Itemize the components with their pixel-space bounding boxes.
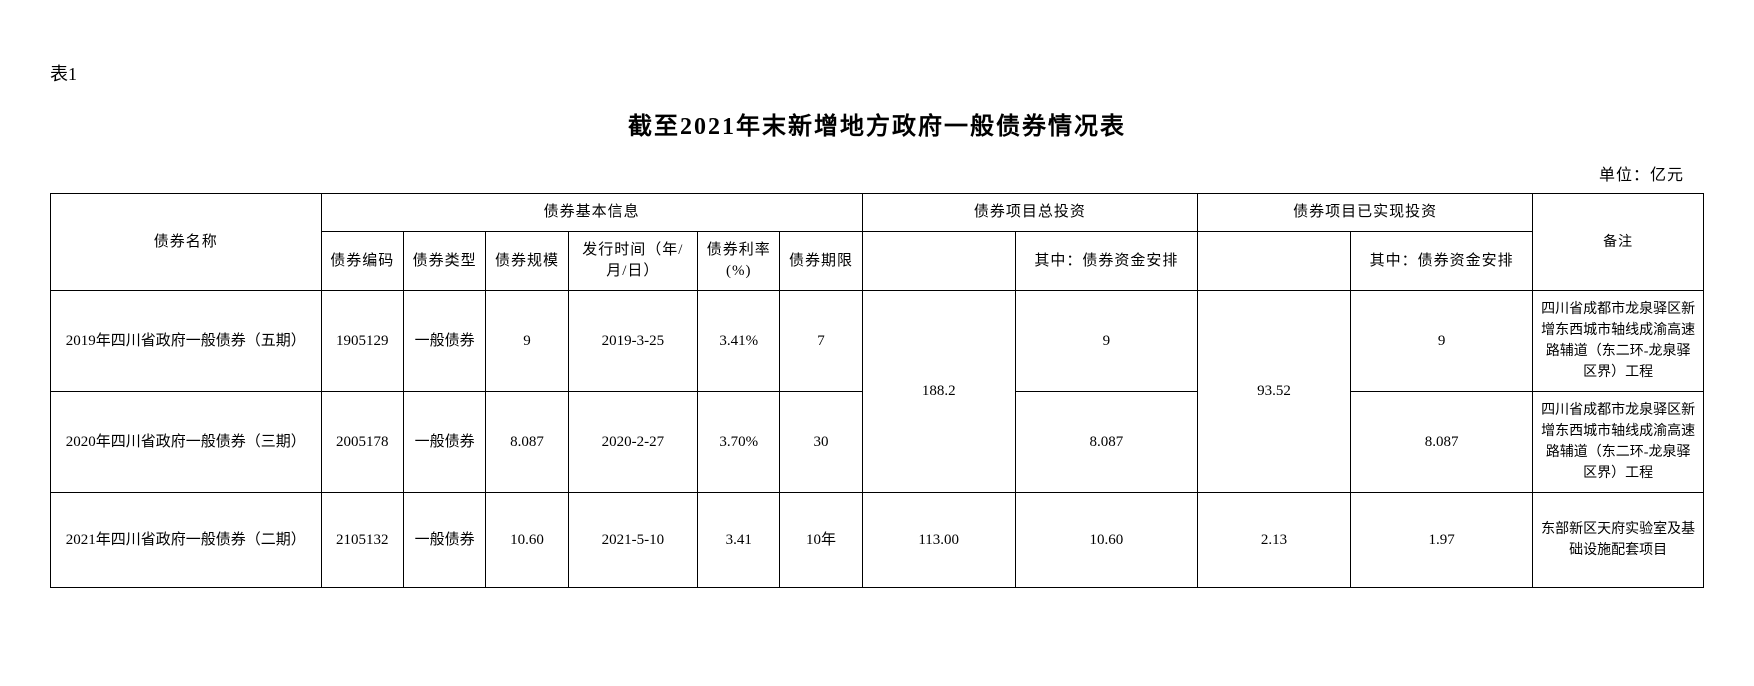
cell-issue-date: 2019-3-25 bbox=[568, 291, 697, 392]
cell-bond-scale: 10.60 bbox=[486, 493, 568, 588]
cell-term: 30 bbox=[780, 392, 862, 493]
cell-rate: 3.41% bbox=[698, 291, 780, 392]
cell-bond-type: 一般债券 bbox=[403, 493, 485, 588]
cell-rate: 3.41 bbox=[698, 493, 780, 588]
table-row: 2021年四川省政府一般债券（二期） 2105132 一般债券 10.60 20… bbox=[51, 493, 1704, 588]
page-title: 截至2021年末新增地方政府一般债券情况表 bbox=[50, 106, 1704, 141]
cell-bond-code: 2105132 bbox=[321, 493, 403, 588]
col-notes: 备注 bbox=[1533, 194, 1704, 291]
cell-bond-code: 2005178 bbox=[321, 392, 403, 493]
col-total-invest: 债券项目总投资 bbox=[862, 194, 1197, 232]
cell-issue-date: 2021-5-10 bbox=[568, 493, 697, 588]
cell-total-invest: 113.00 bbox=[862, 493, 1015, 588]
cell-bond-scale: 8.087 bbox=[486, 392, 568, 493]
col-basic-info: 债券基本信息 bbox=[321, 194, 862, 232]
cell-bond-name: 2021年四川省政府一般债券（二期） bbox=[51, 493, 322, 588]
col-realized-fund: 其中：债券资金安排 bbox=[1350, 232, 1532, 291]
table-row: 2019年四川省政府一般债券（五期） 1905129 一般债券 9 2019-3… bbox=[51, 291, 1704, 392]
col-term: 债券期限 bbox=[780, 232, 862, 291]
cell-realized-fund: 9 bbox=[1350, 291, 1532, 392]
col-bond-code: 债券编码 bbox=[321, 232, 403, 291]
col-bond-type: 债券类型 bbox=[403, 232, 485, 291]
cell-total-invest: 188.2 bbox=[862, 291, 1015, 493]
cell-bond-name: 2019年四川省政府一般债券（五期） bbox=[51, 291, 322, 392]
cell-notes: 四川省成都市龙泉驿区新增东西城市轴线成渝高速路辅道（东二环-龙泉驿区界）工程 bbox=[1533, 291, 1704, 392]
cell-realized-fund: 1.97 bbox=[1350, 493, 1532, 588]
cell-rate: 3.70% bbox=[698, 392, 780, 493]
cell-bond-type: 一般债券 bbox=[403, 291, 485, 392]
cell-fund-arrange: 8.087 bbox=[1015, 392, 1197, 493]
col-rate: 债券利率(%) bbox=[698, 232, 780, 291]
col-bond-name: 债券名称 bbox=[51, 194, 322, 291]
col-realized-invest: 债券项目已实现投资 bbox=[1198, 194, 1533, 232]
cell-notes: 四川省成都市龙泉驿区新增东西城市轴线成渝高速路辅道（东二环-龙泉驿区界）工程 bbox=[1533, 392, 1704, 493]
cell-realized-invest: 93.52 bbox=[1198, 291, 1351, 493]
col-bond-scale: 债券规模 bbox=[486, 232, 568, 291]
cell-bond-scale: 9 bbox=[486, 291, 568, 392]
cell-realized-invest: 2.13 bbox=[1198, 493, 1351, 588]
cell-fund-arrange: 10.60 bbox=[1015, 493, 1197, 588]
cell-fund-arrange: 9 bbox=[1015, 291, 1197, 392]
cell-issue-date: 2020-2-27 bbox=[568, 392, 697, 493]
table-label: 表1 bbox=[50, 60, 1704, 86]
col-issue-date: 发行时间（年/月/日） bbox=[568, 232, 697, 291]
cell-bond-code: 1905129 bbox=[321, 291, 403, 392]
cell-realized-fund: 8.087 bbox=[1350, 392, 1532, 493]
bond-table: 债券名称 债券基本信息 债券项目总投资 债券项目已实现投资 备注 债券编码 债券… bbox=[50, 193, 1704, 588]
cell-term: 10年 bbox=[780, 493, 862, 588]
col-realized-invest-blank bbox=[1198, 232, 1351, 291]
unit-label: 单位：亿元 bbox=[50, 161, 1704, 185]
cell-bond-type: 一般债券 bbox=[403, 392, 485, 493]
cell-notes: 东部新区天府实验室及基础设施配套项目 bbox=[1533, 493, 1704, 588]
col-fund-arrange: 其中：债券资金安排 bbox=[1015, 232, 1197, 291]
col-total-invest-blank bbox=[862, 232, 1015, 291]
cell-term: 7 bbox=[780, 291, 862, 392]
cell-bond-name: 2020年四川省政府一般债券（三期） bbox=[51, 392, 322, 493]
